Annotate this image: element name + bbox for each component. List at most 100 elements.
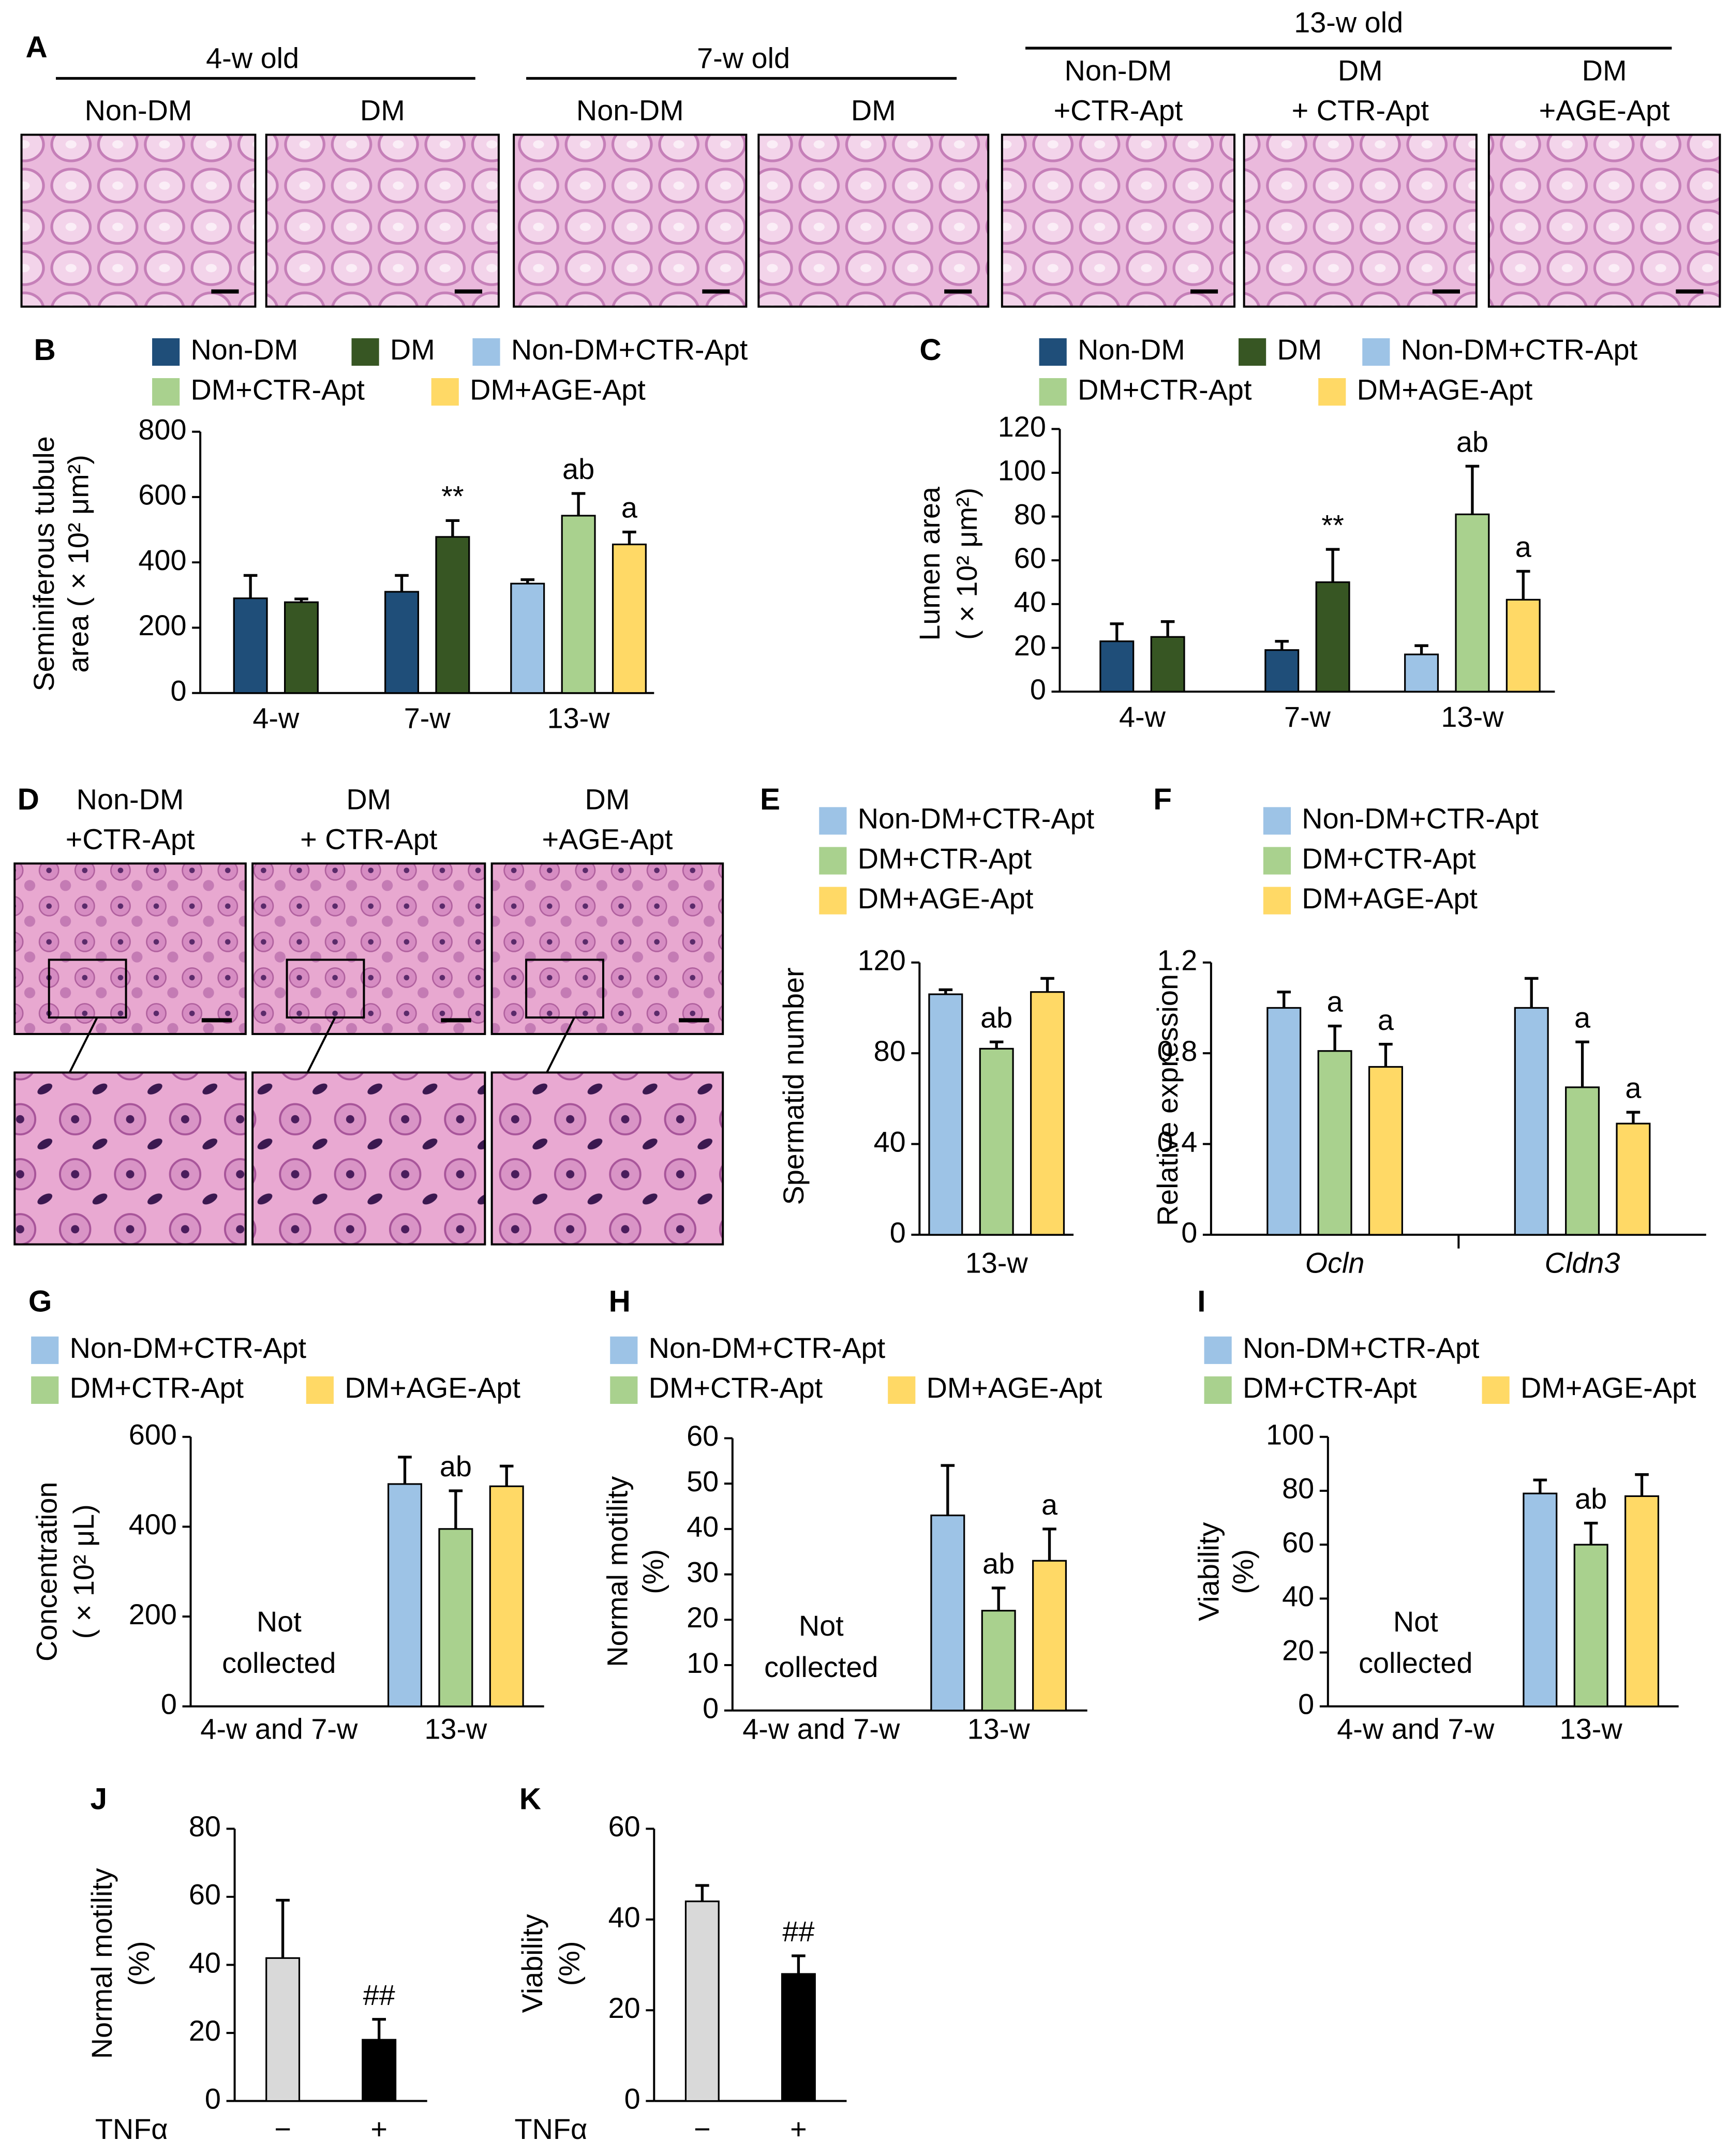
legend-label: DM+CTR-Apt xyxy=(1243,1371,1417,1404)
y-tick-label: 40 xyxy=(189,1946,221,1979)
y-tick-label: 200 xyxy=(138,609,186,641)
x-tick-label: 4-w xyxy=(252,702,300,735)
y-tick-label: 40 xyxy=(608,1901,640,1934)
legend-label: DM xyxy=(1277,333,1322,366)
x-tick-label: 13-w xyxy=(965,1246,1029,1279)
legend-swatch xyxy=(351,338,379,366)
y-axis-label: area ( × 10² μm²) xyxy=(62,455,95,672)
image-label: DM xyxy=(346,783,391,815)
micrograph-zoom xyxy=(490,1071,724,1246)
y-tick-label: 40 xyxy=(1282,1580,1314,1612)
y-tick-label: 0 xyxy=(161,1688,177,1720)
bar xyxy=(1266,1007,1302,1236)
legend-swatch xyxy=(610,1376,638,1404)
note: Not xyxy=(799,1609,844,1642)
y-axis-label: ( × 10² μL) xyxy=(67,1504,100,1639)
y-tick-label: 80 xyxy=(189,1810,221,1843)
image-label: Non-DM xyxy=(576,94,684,127)
y-tick-label: 60 xyxy=(1014,542,1046,574)
panel-letter: E xyxy=(760,783,780,816)
bar xyxy=(1315,581,1350,693)
x-axis-label: TNFα xyxy=(95,2113,168,2145)
note: Not xyxy=(257,1605,302,1638)
y-axis-label: Normal motility xyxy=(601,1476,634,1667)
legend-swatch xyxy=(819,847,847,875)
significance-label: a xyxy=(1378,1004,1394,1036)
significance-label: ab xyxy=(562,453,594,485)
y-tick-label: 400 xyxy=(129,1508,177,1540)
y-tick-label: 10 xyxy=(687,1646,719,1679)
legend-swatch xyxy=(1239,338,1266,366)
x-tick-label: 7-w xyxy=(404,702,451,735)
legend-label: Non-DM xyxy=(191,333,299,366)
legend-swatch xyxy=(31,1376,59,1404)
y-axis-label: Normal motility xyxy=(85,1868,118,2059)
y-tick-label: 200 xyxy=(129,1598,177,1630)
legend-label: DM+AGE-Apt xyxy=(858,882,1034,915)
y-tick-label: 120 xyxy=(858,944,906,976)
significance-label: ab xyxy=(980,1001,1012,1034)
micrograph xyxy=(1001,133,1236,308)
y-axis-label: ( × 10² μm²) xyxy=(950,488,983,640)
bar xyxy=(1514,1007,1549,1236)
bar xyxy=(979,1047,1014,1236)
bar xyxy=(612,543,647,694)
significance-label: ** xyxy=(1321,508,1344,541)
y-axis-label: (%) xyxy=(553,1941,586,1986)
y-axis-label: Spermatid number xyxy=(777,967,810,1205)
y-axis-label: (%) xyxy=(123,1941,155,1986)
bar xyxy=(1616,1122,1651,1236)
legend-label: DM+CTR-Apt xyxy=(1302,842,1476,875)
zoom-connector xyxy=(306,1017,336,1073)
legend-label: Non-DM+CTR-Apt xyxy=(649,1331,886,1364)
legend-label: DM xyxy=(390,333,435,366)
y-tick-label: 400 xyxy=(138,544,186,576)
significance-label: ab xyxy=(1575,1483,1607,1515)
bar xyxy=(510,582,545,694)
panel-letter: K xyxy=(519,1783,541,1816)
legend-swatch xyxy=(1204,1336,1232,1364)
note: collected xyxy=(764,1651,878,1683)
legend-label: DM+CTR-Apt xyxy=(858,842,1032,875)
y-tick-label: 60 xyxy=(687,1419,719,1452)
y-tick-label: 80 xyxy=(874,1035,906,1067)
micrograph xyxy=(13,862,247,1035)
y-axis-label: Concentration xyxy=(30,1482,63,1661)
micrograph xyxy=(757,133,990,308)
bar xyxy=(1565,1086,1600,1236)
legend-swatch xyxy=(819,887,847,915)
y-tick-label: 80 xyxy=(1282,1472,1314,1505)
bar xyxy=(1573,1544,1608,1708)
y-axis-label: Viability xyxy=(1193,1522,1225,1621)
bar xyxy=(781,1973,816,2102)
zoom-box xyxy=(48,959,127,1019)
image-label: +AGE-Apt xyxy=(542,823,673,856)
bar xyxy=(1264,649,1300,693)
bar xyxy=(384,591,420,694)
bar xyxy=(1455,513,1490,693)
x-tick-label: 13-w xyxy=(967,1712,1031,1745)
bar xyxy=(561,515,596,694)
y-tick-label: 600 xyxy=(138,478,186,511)
legend-label: Non-DM+CTR-Apt xyxy=(1302,802,1539,835)
image-label: Non-DM xyxy=(85,94,192,127)
panel-letter: F xyxy=(1153,783,1172,816)
x-tick-label: − xyxy=(694,2113,711,2145)
legend-swatch xyxy=(888,1376,916,1404)
group-title: 4-w old xyxy=(206,42,299,74)
bar xyxy=(684,1900,720,2102)
y-axis-label: Lumen area xyxy=(913,486,946,641)
legend-swatch xyxy=(1204,1376,1232,1404)
x-tick-label: Ocln xyxy=(1305,1246,1365,1279)
x-tick-label: − xyxy=(274,2113,291,2145)
legend-label: DM+AGE-Apt xyxy=(927,1371,1102,1404)
significance-label: ab xyxy=(982,1547,1015,1580)
y-tick-label: 60 xyxy=(1282,1526,1314,1559)
legend-swatch xyxy=(31,1336,59,1364)
x-tick-label: 4-w and 7-w xyxy=(1337,1712,1495,1745)
bar xyxy=(265,1957,301,2102)
note: Not xyxy=(1393,1605,1438,1638)
bar xyxy=(233,597,268,694)
